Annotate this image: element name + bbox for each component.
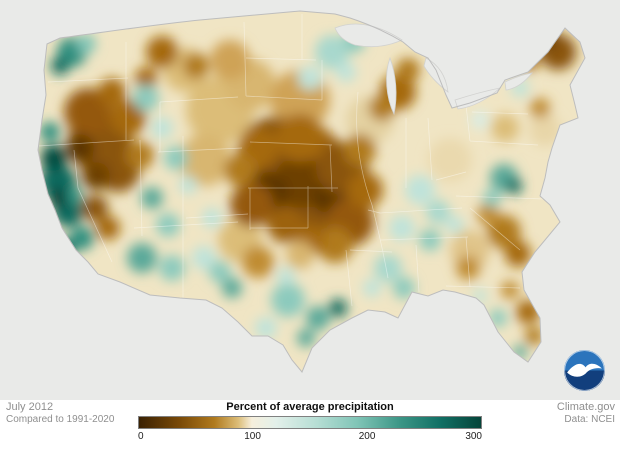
lake-superior: [334, 23, 403, 48]
footer-right: Climate.gov Data: NCEI: [557, 401, 615, 426]
colorbar: [138, 416, 482, 429]
noaa-logo-ring: [564, 350, 605, 391]
footer-left: July 2012 Compared to 1991-2020: [6, 401, 114, 426]
precipitation-anomaly-blobs: [40, 26, 576, 359]
colorbar-title: Percent of average precipitation: [226, 401, 394, 413]
lake-michigan: [386, 56, 397, 116]
date-label: July 2012: [6, 401, 54, 413]
us-outline: [37, 10, 586, 373]
baseline-label: Compared to 1991-2020: [6, 414, 115, 425]
colorbar-ticks: 0 100 200 300: [138, 431, 482, 443]
tick-0: 0: [138, 431, 144, 442]
tick-200: 200: [358, 431, 376, 442]
map-fill-layer: [38, 11, 585, 372]
lake-huron: [423, 57, 449, 93]
tick-300: 300: [465, 431, 482, 442]
lake-ontario: [504, 72, 533, 91]
state-borders: [38, 14, 545, 307]
noaa-seagull-icon: [567, 363, 602, 377]
great-lakes: [334, 23, 533, 116]
colorbar-legend: Percent of average precipitation 0 100 2…: [138, 401, 482, 443]
tick-100: 100: [244, 431, 261, 442]
data-source-label: Data: NCEI: [564, 414, 615, 425]
climate-gov-label: Climate.gov: [556, 401, 615, 413]
noaa-logo: [564, 350, 605, 391]
